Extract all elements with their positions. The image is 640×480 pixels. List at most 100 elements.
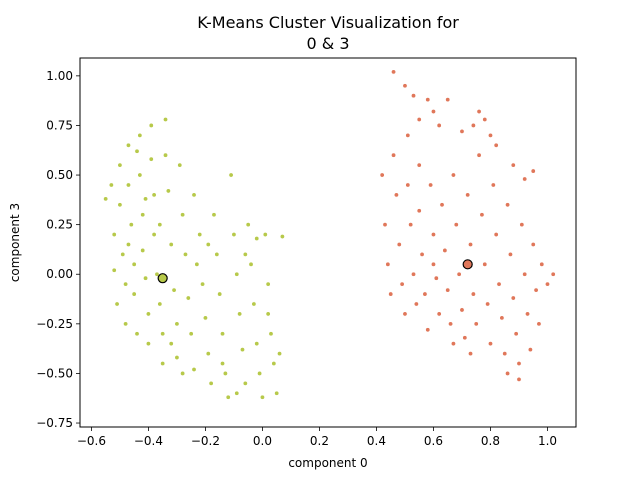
data-point-cluster-0 [160, 331, 166, 337]
data-point-cluster-0 [148, 156, 154, 162]
data-point-cluster-1 [502, 351, 508, 357]
data-point-cluster-0 [222, 370, 228, 376]
data-point-cluster-0 [191, 366, 197, 372]
data-point-cluster-1 [416, 162, 422, 168]
data-point-cluster-0 [257, 370, 263, 376]
data-point-cluster-1 [530, 241, 536, 247]
centroids-layer [157, 259, 473, 284]
data-point-cluster-1 [468, 241, 474, 247]
data-point-cluster-1 [382, 222, 388, 228]
data-point-cluster-0 [214, 251, 220, 257]
data-point-cluster-1 [499, 315, 505, 321]
data-point-cluster-0 [265, 311, 271, 317]
data-point-cluster-0 [182, 251, 188, 257]
data-point-cluster-1 [413, 301, 419, 307]
data-point-cluster-0 [205, 351, 211, 357]
data-point-cluster-0 [157, 222, 163, 228]
data-point-cluster-1 [425, 97, 431, 103]
x-tick-label: 0.2 [310, 434, 329, 448]
data-point-cluster-1 [476, 152, 482, 158]
data-point-cluster-0 [160, 361, 166, 367]
data-point-cluster-1 [450, 172, 456, 178]
data-point-cluster-0 [220, 331, 226, 337]
data-point-cluster-1 [430, 109, 436, 115]
data-point-cluster-1 [468, 351, 474, 357]
data-point-cluster-0 [103, 196, 109, 202]
data-point-cluster-0 [117, 202, 123, 208]
data-point-cluster-0 [197, 232, 203, 238]
data-point-cluster-0 [137, 132, 143, 138]
data-point-cluster-1 [465, 192, 471, 198]
x-tick-label: 0.8 [481, 434, 500, 448]
data-point-cluster-0 [151, 232, 157, 238]
data-point-cluster-0 [174, 321, 180, 327]
data-point-cluster-0 [145, 311, 151, 317]
y-tick-label: 0.50 [46, 168, 73, 182]
data-point-cluster-0 [148, 122, 154, 128]
data-point-cluster-1 [422, 291, 428, 297]
data-point-cluster-1 [450, 341, 456, 347]
data-point-cluster-1 [425, 327, 431, 333]
data-point-cluster-0 [117, 162, 123, 168]
data-point-cluster-1 [507, 251, 513, 257]
data-point-cluster-0 [279, 234, 285, 240]
y-tick-label: −0.75 [36, 416, 73, 430]
data-point-cluster-0 [145, 341, 151, 347]
data-point-cluster-0 [262, 232, 268, 238]
data-point-cluster-1 [402, 83, 408, 89]
data-point-cluster-0 [191, 192, 197, 198]
data-point-cluster-0 [231, 232, 237, 238]
data-point-cluster-0 [239, 347, 245, 353]
data-point-cluster-1 [411, 271, 417, 277]
data-point-cluster-0 [248, 261, 254, 267]
y-tick-label: 1.00 [46, 69, 73, 83]
chart-title-line2: 0 & 3 [306, 34, 349, 53]
data-point-cluster-1 [430, 261, 436, 267]
data-point-cluster-0 [111, 232, 117, 238]
data-point-cluster-0 [211, 212, 217, 218]
y-tick-label: −0.25 [36, 317, 73, 331]
data-point-cluster-0 [131, 261, 137, 267]
data-point-cluster-0 [123, 321, 129, 327]
data-point-cluster-1 [522, 176, 528, 182]
data-point-cluster-1 [487, 341, 493, 347]
data-point-cluster-0 [134, 331, 140, 337]
data-point-cluster-1 [416, 117, 422, 123]
data-point-cluster-0 [274, 390, 280, 396]
data-point-cluster-0 [271, 361, 277, 367]
data-point-cluster-1 [539, 261, 545, 267]
data-point-cluster-1 [405, 132, 411, 138]
data-point-cluster-1 [536, 321, 542, 327]
data-point-cluster-1 [533, 287, 539, 293]
data-point-cluster-1 [439, 202, 445, 208]
data-point-cluster-0 [259, 394, 265, 400]
centroid-marker-cluster-0 [157, 273, 168, 284]
data-point-cluster-1 [459, 128, 465, 134]
data-point-cluster-1 [416, 208, 422, 214]
data-point-cluster-0 [180, 370, 186, 376]
data-point-cluster-1 [428, 182, 434, 188]
x-tick-label: −0.2 [191, 434, 220, 448]
data-point-cluster-1 [490, 182, 496, 188]
data-point-cluster-0 [228, 172, 234, 178]
data-point-cluster-1 [445, 97, 451, 103]
data-point-cluster-1 [487, 132, 493, 138]
data-point-cluster-1 [436, 311, 442, 317]
x-axis-label: component 0 [288, 456, 367, 470]
data-point-cluster-1 [419, 251, 425, 257]
data-point-cluster-1 [476, 109, 482, 115]
data-point-cluster-0 [120, 251, 126, 257]
data-point-cluster-1 [379, 172, 385, 178]
data-point-cluster-1 [433, 275, 439, 281]
y-tick-label: −0.50 [36, 366, 73, 380]
chart-title-line1: K-Means Cluster Visualization for [197, 13, 459, 32]
data-point-cluster-0 [140, 212, 146, 218]
data-point-cluster-1 [516, 361, 522, 367]
data-point-cluster-0 [237, 311, 243, 317]
data-point-cluster-0 [277, 351, 283, 357]
data-point-cluster-1 [493, 232, 499, 238]
y-tick-label: 0.25 [46, 218, 73, 232]
data-point-cluster-0 [188, 331, 194, 337]
data-point-cluster-1 [456, 271, 462, 277]
x-axis-ticks: −0.6 −0.4 −0.2 0.0 0.2 0.4 0.6 0.8 1.0 [77, 427, 557, 448]
